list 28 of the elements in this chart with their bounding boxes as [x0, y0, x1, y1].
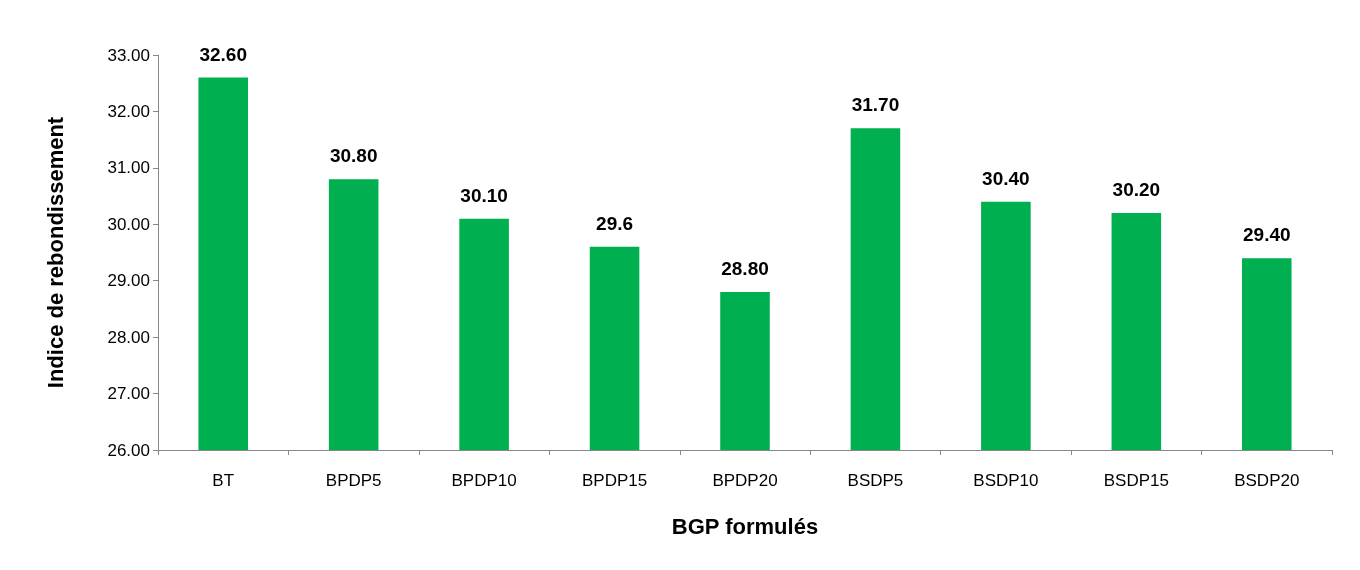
x-tick-label: BSDP10 — [973, 471, 1039, 490]
y-axis-title: Indice de rebondissement — [42, 116, 68, 389]
y-tick-label: 28.00 — [107, 327, 150, 347]
data-label: 30.40 — [982, 167, 1030, 189]
y-tick-label: 26.00 — [107, 440, 150, 460]
y-tick-label: 27.00 — [107, 384, 150, 404]
data-label: 28.80 — [721, 258, 769, 279]
x-tick-label: BSDP15 — [1103, 471, 1169, 490]
x-tick-label: BSDP5 — [847, 471, 904, 490]
x-tick-label: BT — [212, 471, 235, 490]
x-tick-label: BPDP10 — [451, 471, 517, 490]
x-tick-label: BPDP15 — [581, 471, 648, 490]
data-label: 30.10 — [460, 184, 508, 206]
x-axis-title: BGP formulés — [671, 513, 819, 539]
data-label: 30.80 — [329, 145, 378, 167]
y-tick-label: 33.00 — [107, 45, 150, 65]
y-tick-label: 29.00 — [107, 271, 150, 291]
data-label: 29.40 — [1243, 224, 1291, 246]
data-label: 29.6 — [596, 212, 634, 234]
data-label: 32.60 — [199, 43, 247, 65]
x-tick-label: BSDP20 — [1234, 471, 1300, 490]
y-tick-label: 31.00 — [107, 158, 150, 178]
x-tick-label: BPDP20 — [712, 471, 778, 490]
x-tick-label: BPDP5 — [325, 471, 382, 490]
data-label: 30.20 — [1112, 179, 1161, 200]
data-label: 31.70 — [851, 94, 900, 116]
y-tick-label: 32.00 — [107, 101, 150, 121]
y-tick-label: 30.00 — [107, 214, 150, 234]
